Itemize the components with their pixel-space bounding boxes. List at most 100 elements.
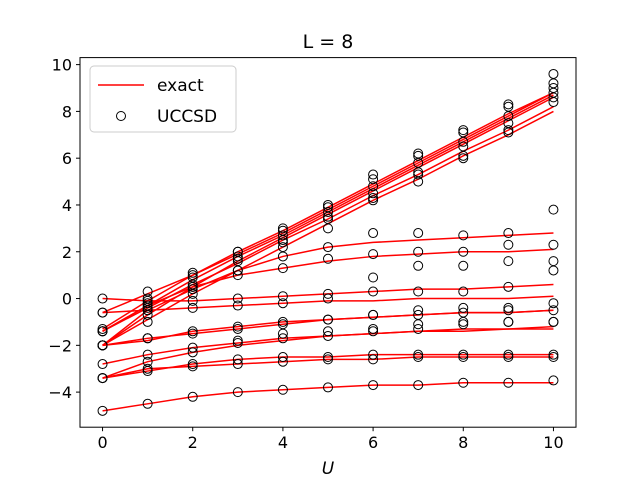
y-tick-label: 0 — [62, 290, 72, 309]
uccsd-point — [323, 211, 333, 222]
uccsd-point — [142, 300, 153, 311]
uccsd-point — [323, 293, 333, 304]
legend-exact-label: exact — [157, 76, 204, 96]
uccsd-point — [142, 366, 153, 377]
uccsd-point — [277, 333, 288, 344]
uccsd-point — [323, 206, 333, 217]
uccsd-point — [413, 228, 424, 239]
uccsd-point — [458, 150, 469, 161]
exact-line-9 — [102, 295, 554, 314]
uccsd-point — [323, 330, 333, 341]
uccsd-point — [232, 359, 243, 370]
legend-uccsd-swatch — [116, 111, 126, 121]
uccsd-point — [458, 125, 469, 136]
uccsd-point — [142, 398, 153, 409]
x-tick-label: 0 — [97, 433, 107, 452]
uccsd-point — [413, 286, 424, 297]
uccsd-point — [503, 377, 514, 388]
y-tick-label: 6 — [62, 149, 72, 168]
y-tick-label: 10 — [52, 56, 72, 75]
uccsd-point — [232, 335, 243, 346]
uccsd-point — [323, 223, 333, 234]
uccsd-point — [458, 302, 469, 313]
uccsd-point — [97, 323, 108, 334]
uccsd-point — [368, 349, 379, 360]
uccsd-point — [413, 167, 424, 178]
legend-box — [89, 65, 237, 133]
uccsd-point — [368, 326, 379, 337]
exact-line-15 — [102, 356, 554, 379]
uccsd-point — [548, 83, 559, 94]
uccsd-point — [548, 349, 559, 360]
uccsd-point — [142, 333, 153, 344]
uccsd-point — [323, 242, 333, 253]
uccsd-point — [458, 319, 469, 330]
uccsd-point — [503, 256, 514, 267]
uccsd-point — [548, 305, 559, 316]
uccsd-point — [413, 246, 424, 257]
uccsd-point — [232, 323, 243, 334]
x-tick-label: 2 — [188, 433, 198, 452]
uccsd-point — [503, 228, 514, 239]
uccsd-point — [277, 352, 288, 363]
uccsd-point — [503, 349, 514, 360]
uccsd-point — [368, 181, 379, 192]
uccsd-point — [503, 352, 514, 363]
uccsd-point — [368, 188, 379, 199]
uccsd-point — [97, 359, 108, 370]
uccsd-point — [232, 354, 243, 365]
uccsd-point — [458, 136, 469, 147]
uccsd-point — [277, 316, 288, 327]
legend-uccsd-label: UCCSD — [157, 107, 217, 127]
uccsd-point — [458, 352, 469, 363]
uccsd-point — [97, 293, 108, 304]
uccsd-point — [187, 342, 198, 353]
uccsd-point — [368, 354, 379, 365]
uccsd-point — [413, 352, 424, 363]
uccsd-point — [413, 169, 424, 180]
uccsd-point — [548, 239, 559, 250]
uccsd-point — [277, 237, 288, 248]
uccsd-point — [503, 111, 514, 122]
uccsd-point — [232, 300, 243, 311]
uccsd-point — [232, 321, 243, 332]
uccsd-point — [277, 298, 288, 309]
x-tick-label: 6 — [368, 433, 378, 452]
uccsd-point — [458, 349, 469, 360]
uccsd-point — [323, 354, 333, 365]
uccsd-point — [323, 326, 333, 337]
uccsd-point — [458, 246, 469, 257]
uccsd-point — [458, 230, 469, 241]
y-tick-label: 8 — [62, 102, 72, 121]
uccsd-point — [503, 99, 514, 110]
uccsd-point — [277, 251, 288, 262]
uccsd-point — [368, 192, 379, 203]
uccsd-point — [323, 352, 333, 363]
y-tick-label: 2 — [62, 243, 72, 262]
uccsd-point — [368, 272, 379, 283]
uccsd-point — [323, 253, 333, 264]
axes-frame — [79, 57, 577, 428]
uccsd-point — [277, 230, 288, 241]
uccsd-point — [503, 305, 514, 316]
uccsd-point — [187, 326, 198, 337]
x-tick-label: 8 — [458, 433, 468, 452]
uccsd-point — [458, 286, 469, 297]
uccsd-point — [277, 384, 288, 395]
chart-title: L = 8 — [303, 31, 354, 53]
uccsd-point — [232, 387, 243, 398]
y-tick-label: −4 — [48, 383, 72, 402]
uccsd-point — [232, 270, 243, 281]
uccsd-point — [503, 281, 514, 292]
uccsd-point — [187, 295, 198, 306]
uccsd-point — [548, 87, 559, 98]
exact-line-6 — [102, 248, 554, 332]
uccsd-point — [548, 265, 559, 276]
uccsd-point — [458, 153, 469, 164]
uccsd-point — [458, 260, 469, 271]
uccsd-point — [187, 359, 198, 370]
uccsd-point — [187, 328, 198, 339]
uccsd-point — [368, 169, 379, 180]
uccsd-point — [277, 328, 288, 339]
